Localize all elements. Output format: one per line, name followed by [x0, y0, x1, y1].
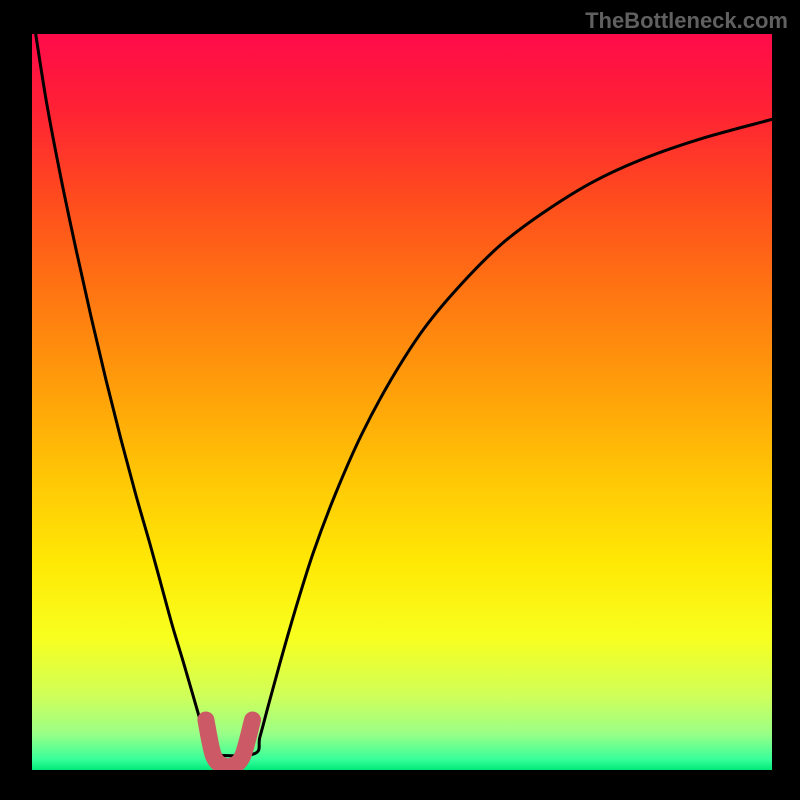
plot-svg [32, 34, 772, 770]
plot-area [32, 34, 772, 770]
watermark-text: TheBottleneck.com [585, 8, 788, 34]
chart-container: TheBottleneck.com [0, 0, 800, 800]
gradient-background [32, 34, 772, 770]
